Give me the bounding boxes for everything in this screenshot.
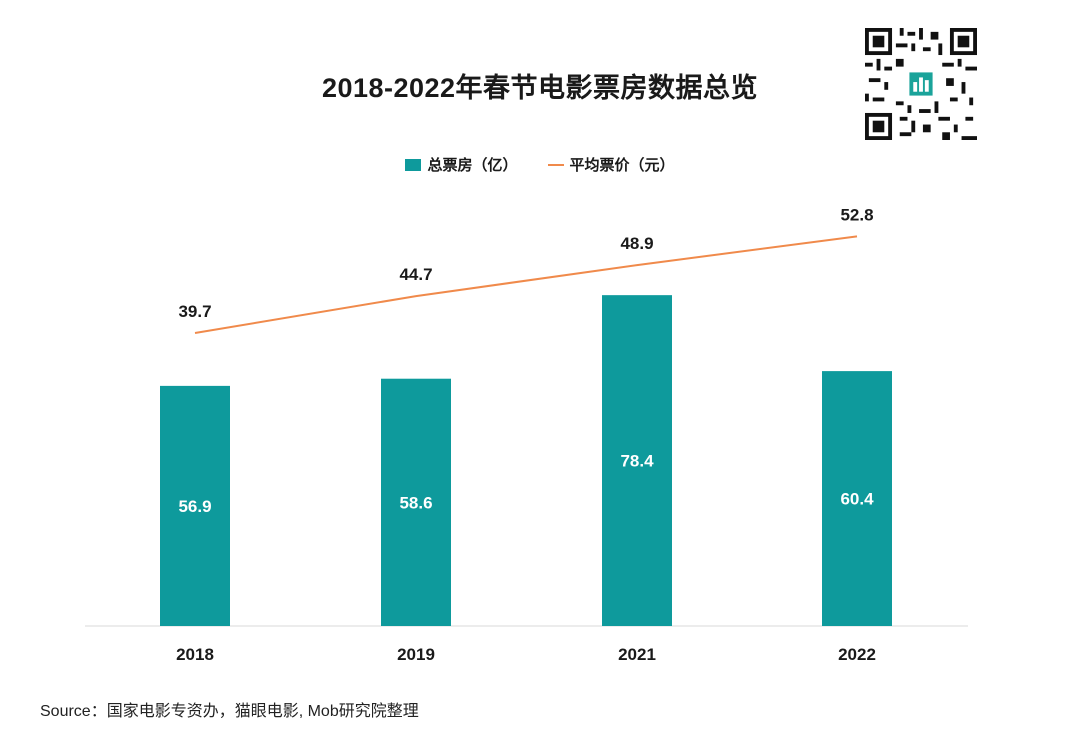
x-tick-label-2022: 2022	[838, 645, 876, 664]
line-label-2019: 44.7	[399, 265, 432, 284]
line-series-avg-price	[194, 235, 858, 334]
bar-2021	[602, 295, 672, 626]
line-label-2021: 48.9	[620, 234, 653, 253]
bar-2018	[160, 385, 230, 626]
x-tick-label-2018: 2018	[176, 645, 214, 664]
bar-label-2022: 60.4	[840, 490, 874, 509]
bar-2019	[381, 378, 451, 626]
line-label-2022: 52.8	[840, 205, 873, 224]
bar-label-2021: 78.4	[620, 452, 654, 471]
chart-legend: 总票房（亿） 平均票价（元）	[0, 154, 1080, 175]
chart-title: 2018-2022年春节电影票房数据总览	[321, 73, 759, 103]
source-note: Source：国家电影专资办，猫眼电影, Mob研究院整理	[40, 703, 419, 720]
bar-label-2019: 58.6	[399, 493, 432, 512]
bar-2022	[822, 371, 892, 626]
legend-bar-label: 总票房（亿）	[427, 157, 518, 174]
legend-bar-swatch	[405, 158, 422, 171]
legend-item-avg-price: 平均票价（元）	[547, 154, 675, 175]
x-tick-label-2021: 2021	[618, 645, 656, 664]
line-label-2018: 39.7	[178, 302, 211, 321]
legend-item-box-office: 总票房（亿）	[405, 154, 518, 175]
x-tick-label-2019: 2019	[397, 645, 435, 664]
bar-label-2018: 56.9	[178, 497, 211, 516]
qr-code-icon	[865, 28, 977, 140]
legend-line-label: 平均票价（元）	[569, 157, 675, 174]
legend-line-swatch	[547, 163, 564, 166]
